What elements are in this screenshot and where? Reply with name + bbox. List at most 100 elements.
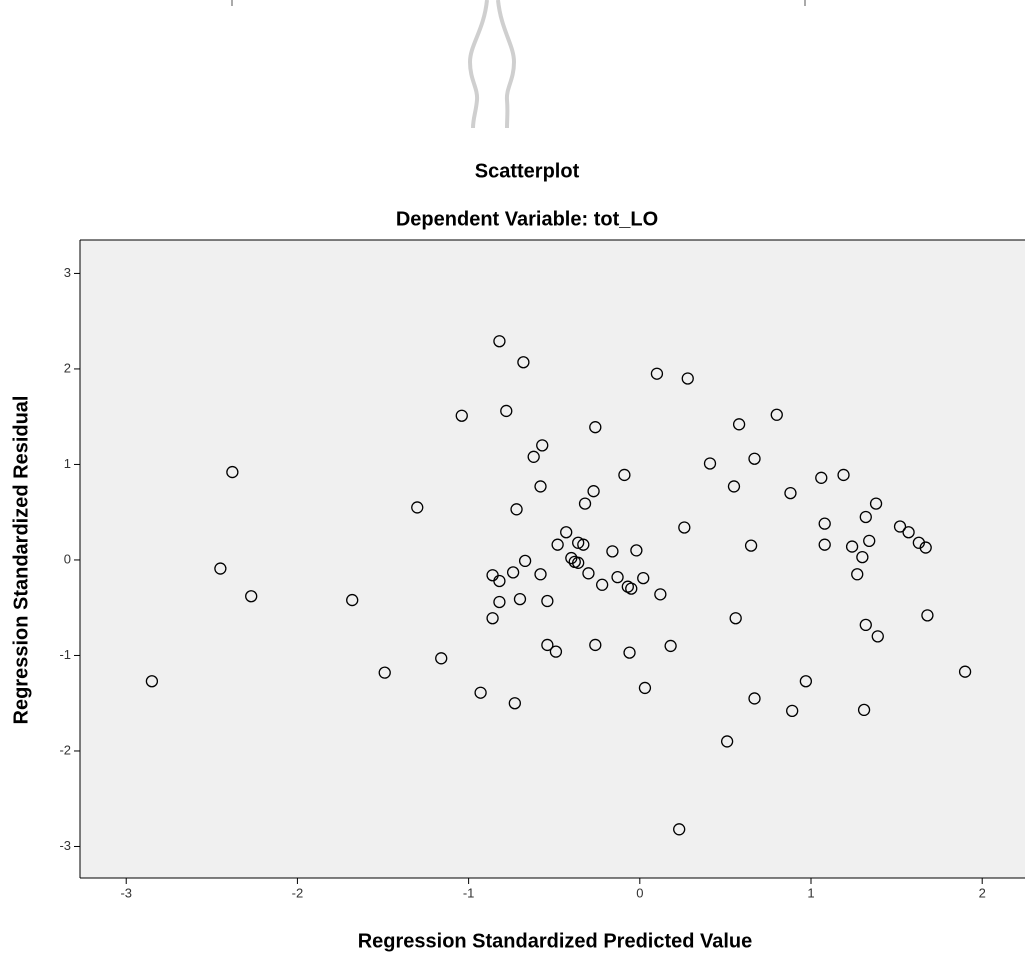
point	[534, 568, 547, 581]
x-tick-label: 2	[979, 885, 986, 900]
point	[577, 538, 590, 551]
point	[582, 567, 595, 580]
point	[589, 638, 602, 652]
x-tick-label: -3	[120, 885, 132, 900]
y-tick-label: 1	[64, 456, 71, 471]
point	[902, 526, 915, 539]
y-tick-label: 3	[64, 265, 71, 280]
y-tick-label: -3	[59, 838, 71, 853]
point	[748, 452, 761, 465]
point	[551, 538, 564, 551]
point	[435, 652, 448, 665]
point	[871, 630, 884, 643]
point	[857, 703, 871, 717]
point	[493, 335, 506, 348]
point	[818, 538, 831, 551]
point	[786, 704, 799, 718]
point	[589, 421, 602, 434]
point	[851, 568, 864, 581]
point	[729, 612, 742, 625]
point	[618, 468, 631, 482]
point	[623, 646, 636, 659]
plot-area: -3 -2 -1 0 1 2 3 -3 -2 -1 0 1 2	[59, 239, 1025, 900]
point	[664, 639, 677, 653]
point	[748, 692, 761, 705]
point	[508, 697, 521, 710]
point	[625, 582, 638, 595]
point	[493, 595, 506, 609]
point	[732, 418, 746, 431]
point	[595, 578, 609, 591]
point	[859, 510, 872, 524]
point	[411, 501, 424, 514]
point	[517, 356, 530, 369]
point	[346, 593, 359, 607]
point	[678, 521, 691, 534]
point	[534, 480, 547, 493]
point	[799, 675, 813, 688]
point	[378, 666, 391, 679]
point	[536, 439, 549, 452]
point	[784, 486, 797, 500]
point	[506, 566, 520, 579]
point	[859, 618, 872, 632]
point	[703, 457, 717, 470]
point	[654, 588, 667, 601]
point	[611, 570, 624, 584]
point	[510, 503, 523, 516]
point	[837, 468, 850, 482]
x-tick-label: 0	[636, 885, 643, 900]
point	[815, 471, 828, 484]
point	[893, 520, 907, 533]
point	[856, 550, 869, 564]
point	[474, 686, 487, 699]
point	[638, 681, 652, 695]
point	[863, 534, 876, 548]
point	[818, 517, 831, 530]
x-tick-label: 1	[807, 885, 814, 900]
y-tick-label: -1	[59, 647, 71, 662]
point	[527, 450, 540, 463]
point	[541, 594, 554, 608]
chart-title: Scatterplot	[475, 160, 580, 182]
y-tick-label: -2	[59, 742, 71, 757]
point	[560, 526, 573, 539]
y-tick-label: 0	[64, 551, 71, 566]
point	[606, 545, 619, 558]
point	[919, 541, 932, 554]
plot-background	[80, 240, 1025, 878]
point	[226, 465, 239, 479]
point	[493, 574, 506, 588]
point	[572, 556, 585, 569]
point	[650, 367, 664, 380]
point	[744, 539, 758, 552]
point	[921, 609, 934, 622]
point	[572, 536, 585, 549]
point	[245, 590, 258, 603]
y-tick-label: 2	[64, 360, 71, 375]
point	[681, 372, 694, 385]
point	[486, 612, 499, 625]
point	[673, 823, 686, 836]
chart-subtitle: Dependent Variable: tot_LO	[396, 208, 658, 230]
decor-shape	[467, 0, 517, 129]
point	[637, 571, 650, 585]
point	[578, 497, 592, 510]
point	[513, 592, 527, 606]
point	[500, 404, 513, 418]
point	[145, 675, 159, 688]
point	[587, 485, 600, 498]
point	[630, 544, 643, 557]
x-tick-label: -2	[292, 885, 304, 900]
point	[869, 497, 883, 510]
point	[214, 562, 227, 575]
point	[518, 554, 532, 568]
point	[958, 665, 972, 678]
x-tick-label: -1	[463, 885, 475, 900]
y-axis-label: Regression Standardized Residual	[10, 396, 32, 725]
point	[455, 409, 468, 422]
point	[541, 638, 554, 652]
point	[720, 735, 734, 748]
